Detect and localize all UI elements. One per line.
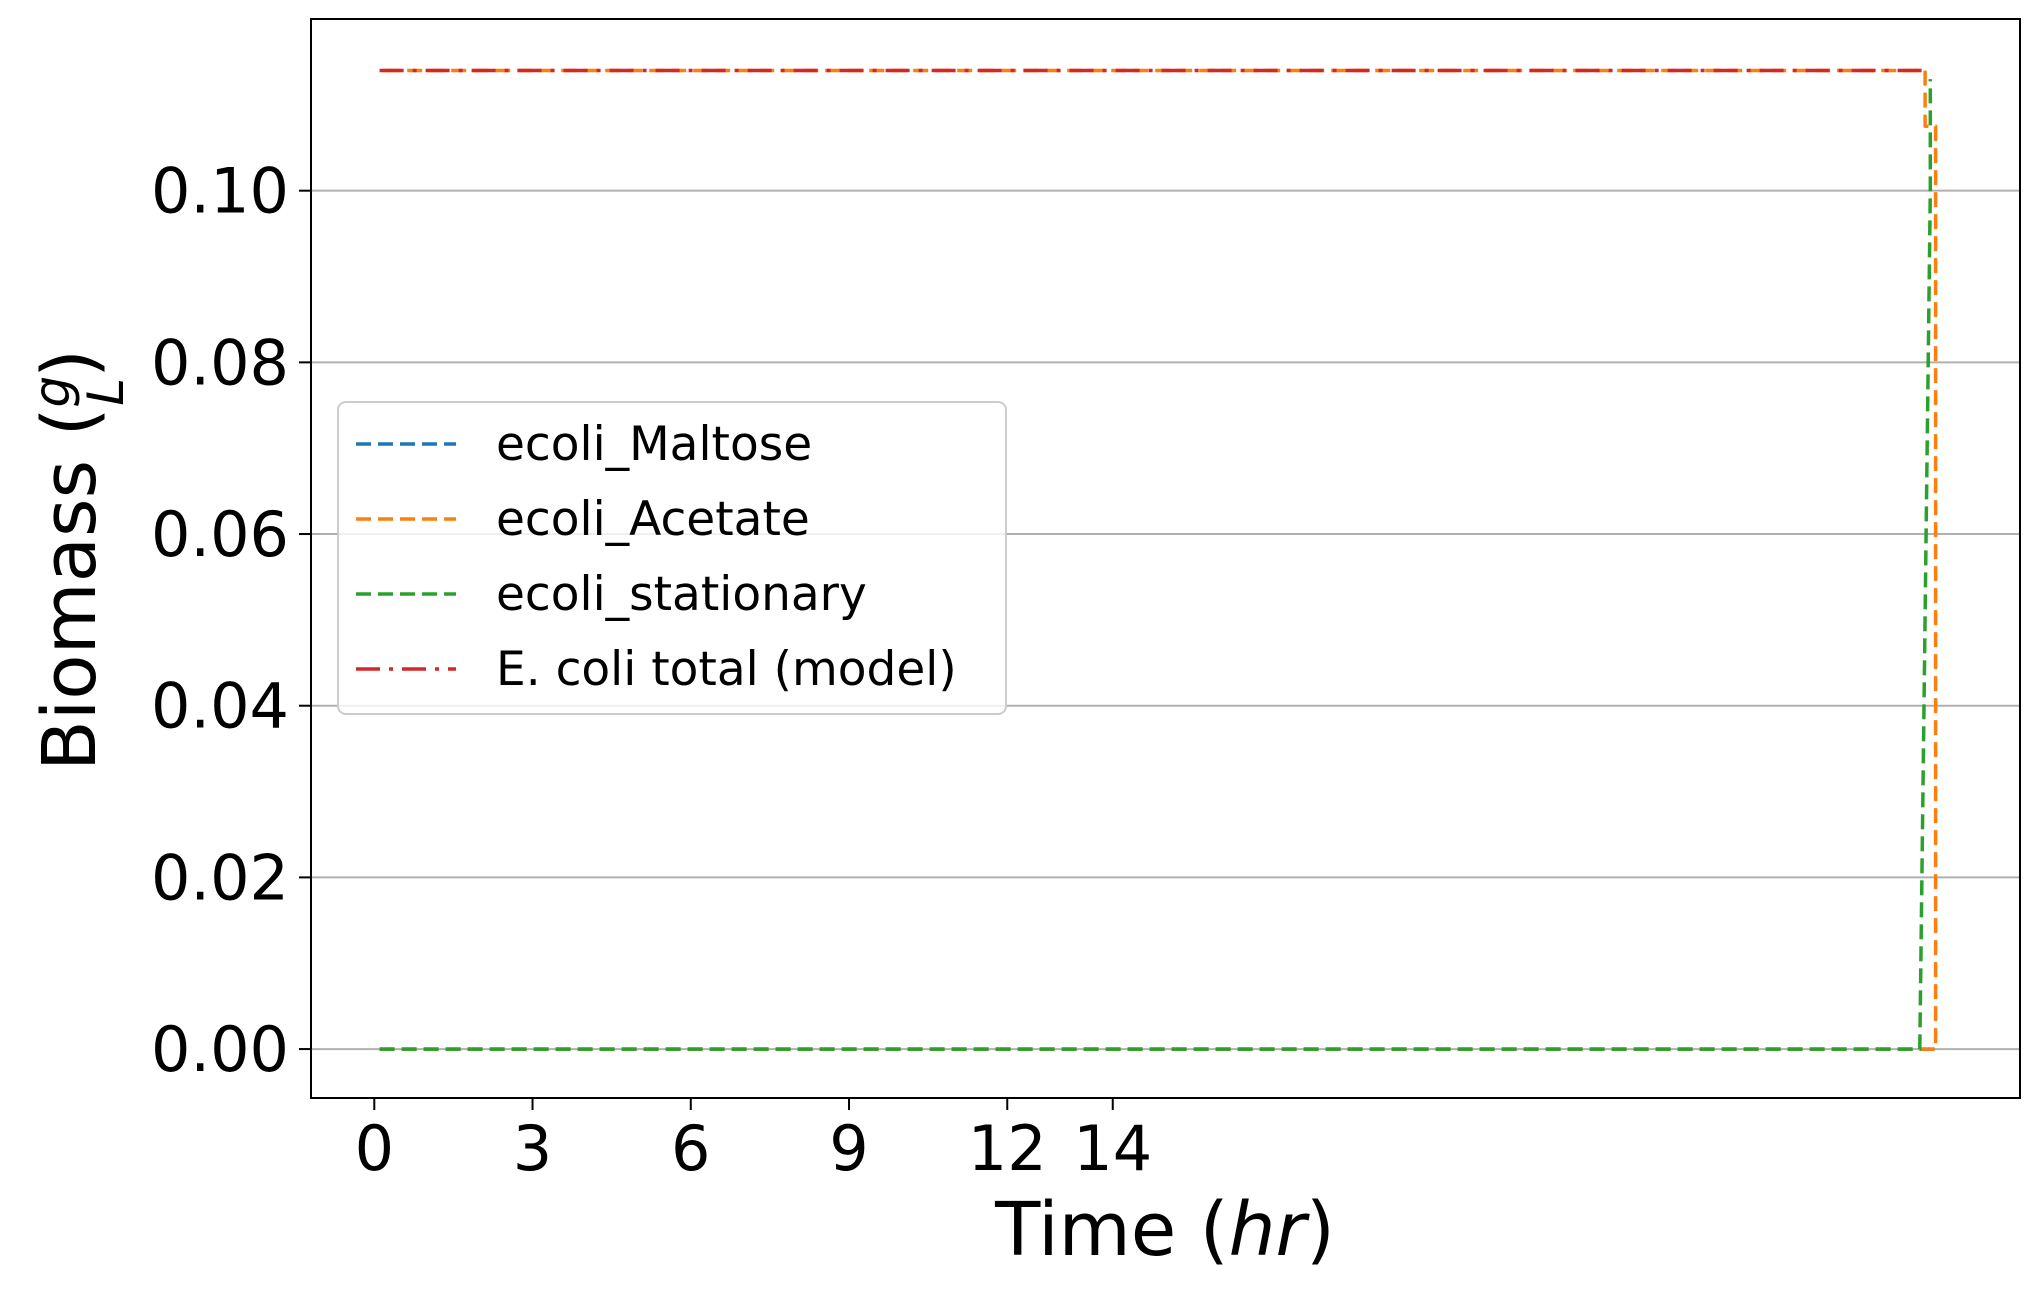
y-tick-label: 0.00 [151,1013,289,1086]
legend-item: ecoli_Acetate [356,492,810,547]
legend[interactable]: ecoli_Maltose ecoli_Acetate ecoli_stationa… [337,401,1007,715]
x-tick-label: 3 [513,1112,552,1185]
y-axis-ticks: 0.00 0.02 0.04 0.06 0.08 0.10 [151,155,311,1086]
svg-text:Biomass (gL): Biomass (gL) [23,349,135,771]
x-tick-label: 12 [968,1112,1047,1185]
x-tick-label: 0 [355,1112,394,1185]
series-line-ecoli-stationary [379,79,1933,1051]
x-tick-label: 9 [829,1112,868,1185]
series-lines [379,68,1938,1051]
y-tick-label: 0.02 [151,841,289,914]
legend-label: ecoli_Maltose [496,417,812,472]
x-tick-label: 14 [1073,1112,1152,1185]
legend-box [337,401,1007,715]
x-tick-label: 6 [671,1112,710,1185]
plot-frame [310,18,2021,1099]
y-tick-label: 0.08 [151,326,289,399]
y-tick-label: 0.10 [151,155,289,228]
legend-item: ecoli_Maltose [356,417,812,472]
x-axis-title: Time (hr) [994,1187,1335,1273]
legend-item: ecoli_stationary [356,567,867,622]
series-line-ecoli-acetate [379,68,1938,1051]
y-tick-label: 0.06 [151,498,289,571]
y-tick-label: 0.04 [151,670,289,743]
x-axis-ticks: 0 3 6 9 12 14 [355,1098,1152,1185]
y-axis-title: Biomass (gL) [23,349,135,771]
legend-label: E. coli total (model) [496,642,957,697]
legend-item: E. coli total (model) [356,642,957,697]
legend-label: ecoli_stationary [496,567,867,622]
legend-label: ecoli_Acetate [496,492,810,547]
